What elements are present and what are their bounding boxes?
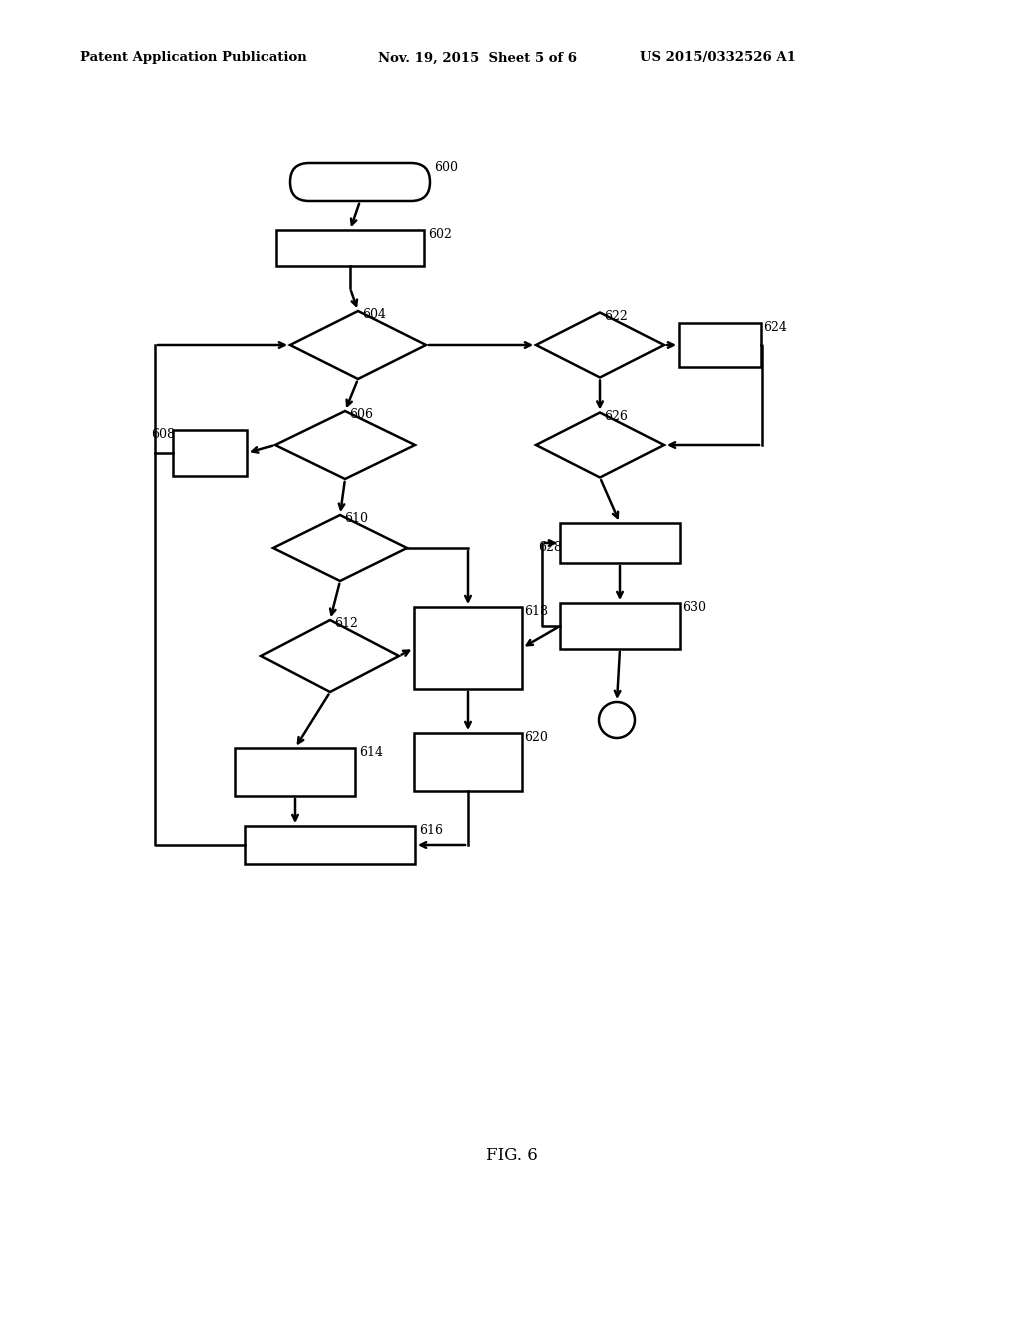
Bar	[234, 748, 355, 796]
Bar	[560, 603, 680, 649]
Polygon shape	[261, 620, 399, 692]
Text: Nov. 19, 2015  Sheet 5 of 6: Nov. 19, 2015 Sheet 5 of 6	[378, 51, 577, 65]
Text: 622: 622	[604, 309, 628, 322]
Polygon shape	[290, 312, 426, 379]
Text: 610: 610	[344, 512, 368, 525]
Polygon shape	[275, 411, 415, 479]
Text: FIG. 6: FIG. 6	[486, 1147, 538, 1163]
Text: Patent Application Publication: Patent Application Publication	[80, 51, 307, 65]
Text: 600: 600	[434, 161, 458, 174]
Bar	[173, 430, 247, 477]
Text: 602: 602	[428, 228, 452, 242]
Text: 624: 624	[763, 321, 786, 334]
Polygon shape	[536, 313, 664, 378]
Bar	[560, 523, 680, 564]
Text: 630: 630	[682, 601, 706, 614]
Text: 620: 620	[524, 731, 548, 744]
Bar	[414, 733, 522, 791]
Bar	[414, 607, 522, 689]
Text: US 2015/0332526 A1: US 2015/0332526 A1	[640, 51, 796, 65]
Text: 612: 612	[334, 616, 357, 630]
Polygon shape	[536, 412, 664, 478]
Text: 606: 606	[349, 408, 373, 421]
Text: 618: 618	[524, 605, 548, 618]
Circle shape	[599, 702, 635, 738]
Text: 616: 616	[419, 824, 443, 837]
Text: 614: 614	[359, 746, 383, 759]
Polygon shape	[273, 515, 407, 581]
Bar	[276, 230, 424, 267]
FancyBboxPatch shape	[290, 162, 430, 201]
Bar	[245, 826, 415, 865]
Text: 604: 604	[362, 308, 386, 321]
Text: 626: 626	[604, 409, 628, 422]
Bar	[679, 323, 761, 367]
Text: 608: 608	[151, 428, 175, 441]
Text: 628: 628	[538, 541, 562, 554]
